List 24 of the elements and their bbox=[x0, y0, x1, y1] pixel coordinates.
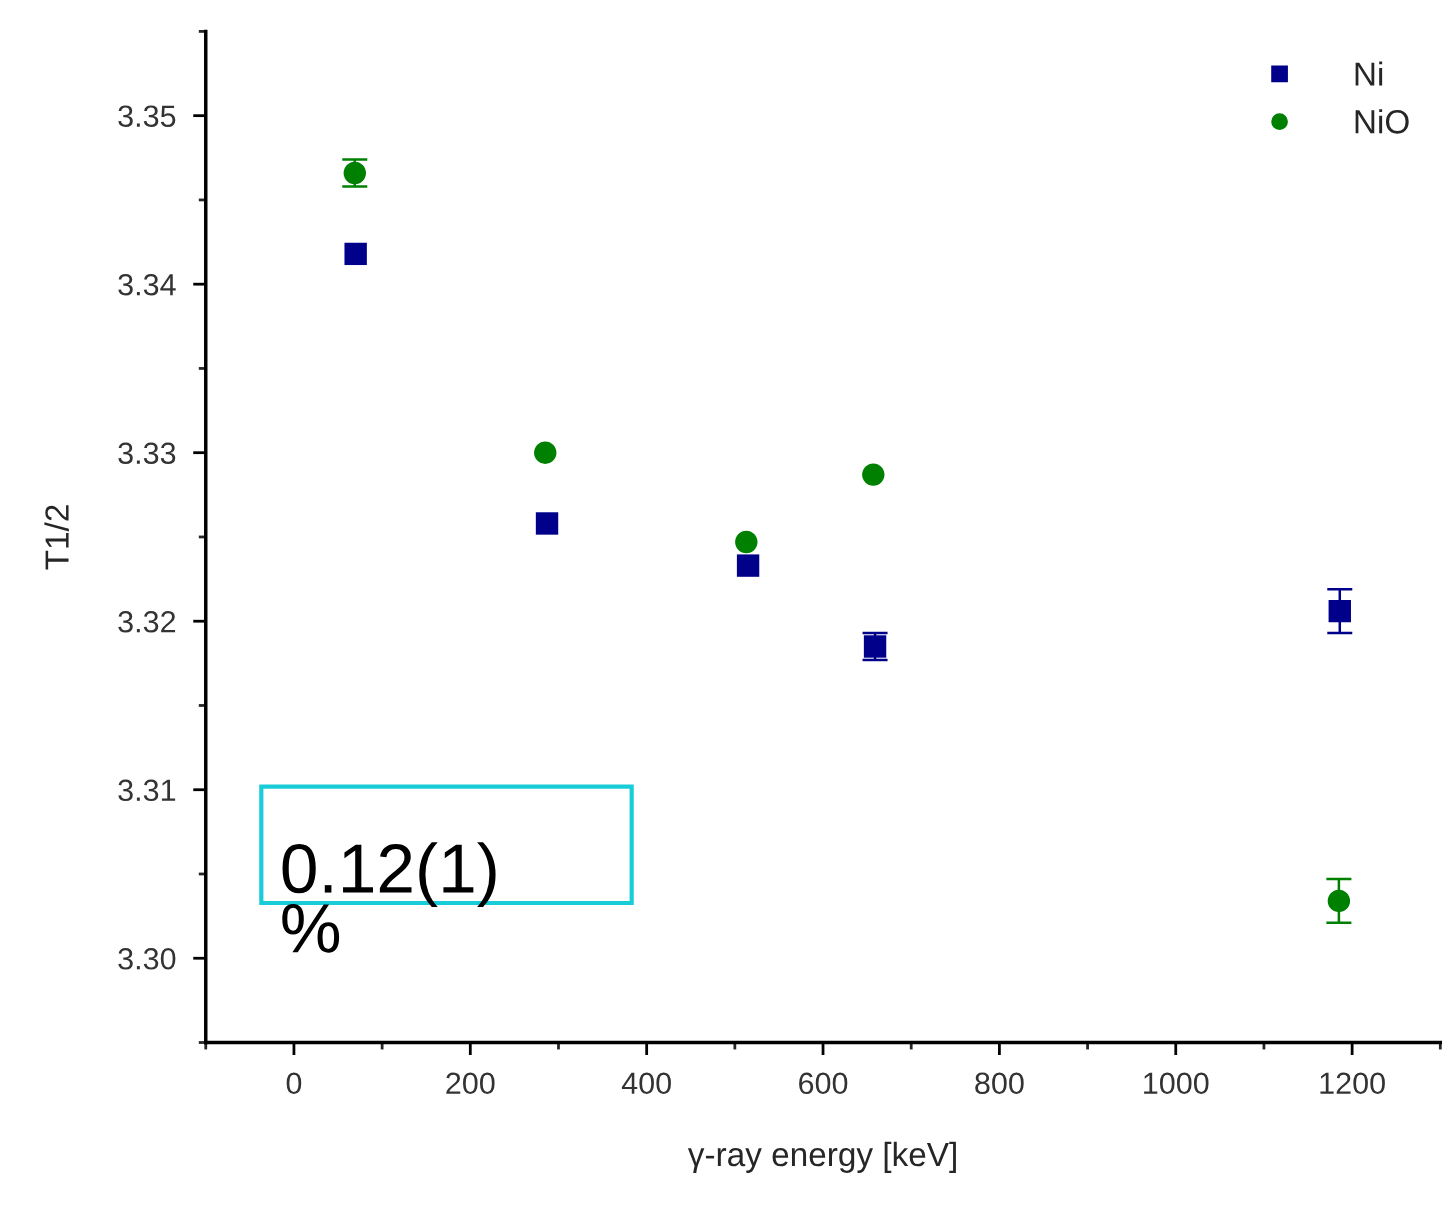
point bbox=[534, 441, 557, 464]
point bbox=[736, 554, 760, 577]
y-tick-label: 3.34 bbox=[118, 273, 176, 296]
annotation: 0.12(1) % bbox=[282, 842, 496, 953]
x-tick-label: 800 bbox=[975, 1072, 1024, 1095]
x-axis-title: γ-ray energy [keV] bbox=[687, 1141, 956, 1173]
y-tick-label: 3.33 bbox=[118, 442, 176, 465]
point bbox=[344, 242, 367, 266]
x-tick-label: 600 bbox=[799, 1072, 848, 1095]
x-tick-label: 1200 bbox=[1320, 1072, 1385, 1095]
y-axis-title: T1/2 bbox=[44, 505, 69, 570]
y-tick-label: 3.30 bbox=[118, 947, 176, 970]
y-tick-label: 3.35 bbox=[118, 105, 176, 128]
point bbox=[735, 530, 758, 554]
x-tick-label: 0 bbox=[286, 1072, 302, 1095]
point bbox=[535, 512, 559, 535]
legend-label: Ni bbox=[1355, 61, 1383, 86]
x-tick-label: 400 bbox=[621, 1072, 671, 1095]
y-tick-label: 3.31 bbox=[118, 779, 176, 802]
x-tick-label: 200 bbox=[446, 1072, 495, 1095]
x-tick-label: 1000 bbox=[1144, 1072, 1209, 1095]
point bbox=[862, 463, 885, 486]
legend-label: NiO bbox=[1355, 109, 1409, 134]
y-tick-label: 3.32 bbox=[118, 610, 176, 633]
